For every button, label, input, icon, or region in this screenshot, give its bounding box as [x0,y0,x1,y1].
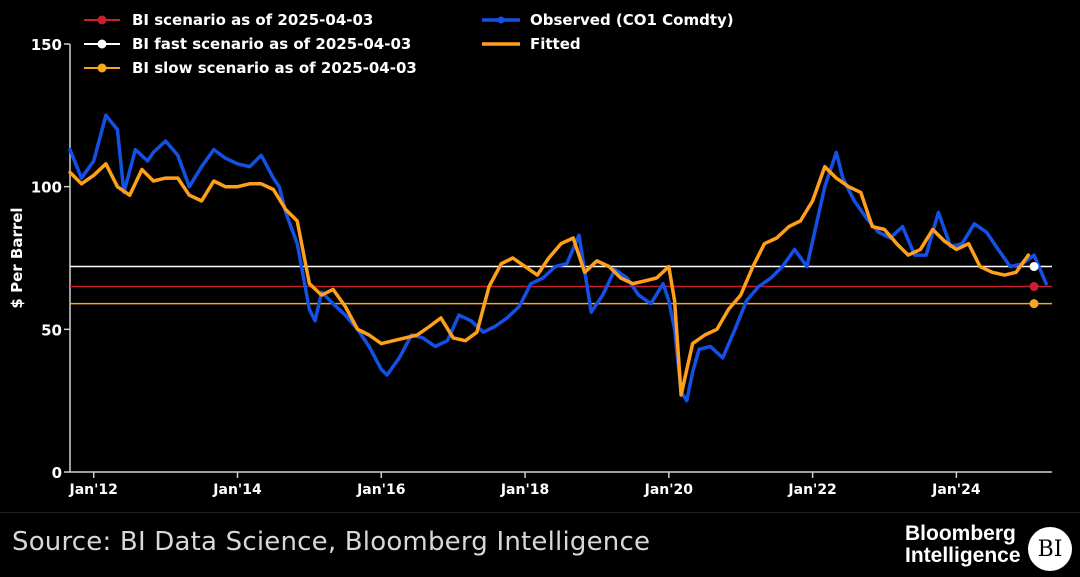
x-tick-label: Jan'12 [69,482,118,498]
x-tick-label: Jan'20 [644,482,694,498]
brand-line-1: Bloomberg [905,522,1016,545]
legend-label-scenario-1: BI fast scenario as of 2025-04-03 [132,35,411,53]
source-text: Source: BI Data Science, Bloomberg Intel… [12,527,651,557]
legend-marker-scenario-2 [97,63,107,73]
legend-marker-series-0 [497,16,505,24]
x-tick-label: Jan'22 [787,482,836,498]
scenario-point-0 [1029,282,1039,292]
legend-label-scenario-0: BI scenario as of 2025-04-03 [132,11,373,29]
bi-logo-icon: BI [1028,527,1072,571]
legend-marker-scenario-1 [97,39,107,49]
y-tick-label: 100 [31,179,62,197]
chart: 0 50 100 150 Jan'12 Jan'14 Jan'16 Jan'18 Jan'20 J… [8,11,1052,498]
y-tick-label: 0 [52,464,62,482]
scenario-point-1 [1029,262,1039,272]
footer: Source: BI Data Science, Bloomberg Intel… [0,512,1080,577]
y-tick-label: 50 [41,321,62,339]
series-line-0 [68,113,1048,403]
legend-marker-scenario-0 [97,15,107,25]
series-line-1 [68,162,1031,397]
x-tick-label: Jan'24 [931,482,981,498]
brand-line-2: Intelligence [905,544,1021,567]
legend-label-series-1: Fitted [530,35,581,53]
y-tick-label: 150 [31,36,62,54]
scenario-point-2 [1029,299,1039,309]
brand-name: Bloomberg Intelligence [905,523,1025,567]
legend-label-scenario-2: BI slow scenario as of 2025-04-03 [132,59,417,77]
x-tick-label: Jan'16 [356,482,405,498]
x-tick-label: Jan'18 [500,482,549,498]
x-tick-label: Jan'14 [212,482,262,498]
legend-label-series-0: Observed (CO1 Comdty) [530,11,734,29]
y-axis-label: $ Per Barrel [8,207,26,308]
